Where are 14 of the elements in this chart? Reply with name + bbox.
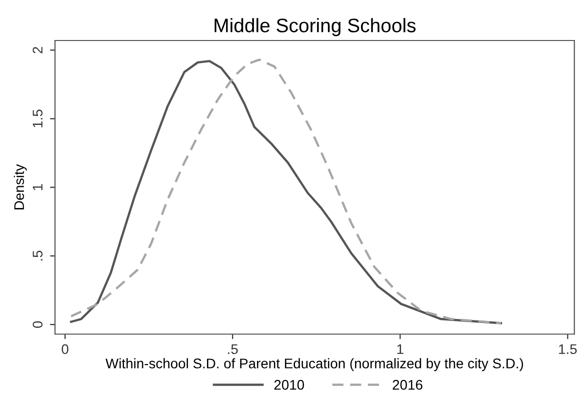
x-tick-label: .5: [228, 344, 238, 354]
legend-label: 2010: [274, 380, 304, 390]
chart-title: Middle Scoring Schools: [214, 18, 416, 36]
legend-label: 2016: [392, 380, 422, 390]
x-tick-label: 1: [397, 344, 404, 354]
x-tick-label: 0: [62, 344, 68, 354]
y-axis-title: Density: [14, 164, 27, 210]
x-tick-label: 1.5: [559, 344, 577, 354]
y-tick-label: 2: [32, 46, 42, 54]
y-tick-label: 1: [32, 184, 42, 190]
y-tick-label: 1.5: [32, 110, 43, 128]
x-axis-title: Within-school S.D. of Parent Education (normalized by the city S.D.): [106, 358, 524, 372]
y-tick-label: .5: [32, 250, 43, 260]
y-tick-label: 0: [32, 321, 43, 328]
